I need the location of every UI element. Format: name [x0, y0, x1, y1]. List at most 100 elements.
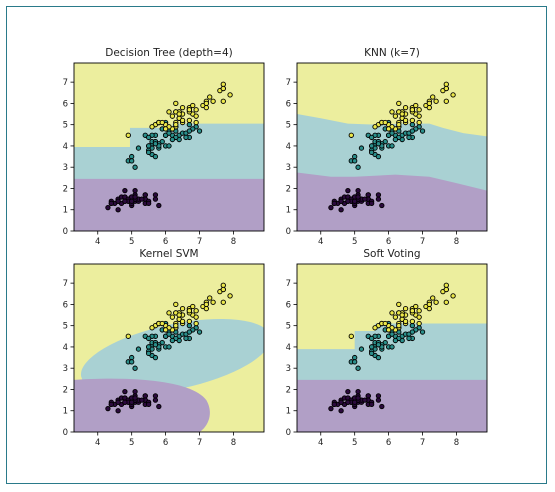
point-class-0	[115, 207, 121, 213]
point-class-0	[132, 187, 138, 194]
point-class-2	[402, 105, 409, 111]
point-class-0	[345, 388, 351, 395]
point-class-0	[152, 397, 159, 403]
point-class-2	[450, 293, 456, 299]
point-class-2	[176, 312, 182, 318]
point-class-2	[162, 327, 169, 333]
point-class-1	[392, 337, 399, 344]
point-class-1	[145, 350, 152, 356]
point-class-2	[179, 117, 186, 124]
point-class-0	[355, 194, 361, 200]
x-tick-label: 4	[318, 237, 323, 247]
point-class-2	[426, 100, 432, 107]
point-class-0	[355, 187, 361, 194]
y-tick-label: 3	[286, 163, 291, 173]
point-class-0	[328, 204, 334, 211]
point-class-2	[186, 318, 193, 325]
point-class-1	[368, 149, 375, 155]
subplot-title: Soft Voting	[363, 248, 420, 260]
point-class-1	[186, 323, 193, 329]
point-class-2	[159, 119, 165, 126]
point-class-2	[409, 308, 416, 314]
point-class-1	[129, 359, 135, 365]
point-class-0	[352, 399, 358, 405]
point-class-1	[352, 158, 358, 164]
point-class-1	[186, 122, 193, 128]
point-class-2	[179, 105, 186, 111]
axes-frame	[296, 62, 488, 232]
subplot-1: Decision Tree (depth=4) 4 5 6 7 8 0 1 2 3 4 5 6 7	[63, 47, 265, 247]
point-class-0	[365, 393, 371, 399]
point-class-0	[132, 395, 138, 401]
point-class-0	[132, 388, 138, 395]
point-class-2	[396, 301, 402, 308]
point-class-0	[115, 408, 121, 414]
x-tick-label: 7	[197, 237, 202, 247]
y-tick-label: 1	[286, 407, 291, 417]
point-class-2	[443, 98, 449, 104]
x-tick-label: 5	[129, 438, 134, 448]
y-tick-label: 4	[286, 343, 291, 353]
point-class-2	[149, 124, 155, 130]
point-class-2	[409, 107, 416, 113]
point-class-0	[142, 393, 148, 399]
point-class-2	[402, 318, 409, 325]
point-class-1	[389, 344, 395, 350]
point-class-0	[345, 187, 351, 194]
point-class-2	[220, 81, 226, 87]
point-class-0	[115, 198, 121, 204]
point-class-2	[389, 109, 395, 115]
point-class-0	[338, 399, 344, 405]
point-class-2	[193, 314, 199, 320]
x-tick-label: 7	[420, 237, 425, 247]
point-class-1	[145, 134, 152, 141]
point-class-2	[227, 293, 233, 299]
point-class-1	[132, 365, 138, 371]
point-class-1	[406, 335, 412, 342]
point-class-2	[159, 320, 165, 327]
point-class-2	[203, 105, 209, 111]
subplot-4: Soft Voting 4 5 6 7 8 0 1 2 3 4 5 6 7	[286, 248, 488, 448]
axes-frame	[73, 62, 265, 232]
x-tick-label: 4	[95, 438, 100, 448]
point-class-1	[409, 329, 416, 335]
y-tick-label: 4	[63, 343, 68, 353]
point-class-1	[392, 136, 399, 143]
point-class-2	[173, 301, 179, 308]
point-class-2	[179, 306, 186, 312]
point-class-1	[352, 354, 358, 361]
point-class-1	[196, 128, 203, 134]
point-class-2	[193, 119, 199, 126]
y-tick-label: 5	[63, 322, 68, 332]
point-class-0	[156, 202, 162, 209]
point-class-0	[355, 388, 361, 395]
y-tick-label: 1	[63, 407, 68, 417]
point-class-1	[409, 122, 416, 128]
point-class-1	[132, 164, 138, 170]
y-tick-label: 3	[63, 163, 68, 173]
point-class-2	[430, 295, 436, 301]
point-class-2	[220, 286, 226, 293]
point-class-1	[186, 329, 193, 335]
point-class-2	[443, 299, 449, 305]
data-points	[328, 81, 456, 213]
point-class-0	[152, 192, 159, 198]
y-tick-label: 2	[63, 385, 68, 395]
x-tick-label: 8	[454, 438, 459, 448]
point-class-0	[375, 397, 382, 403]
point-class-0	[122, 399, 128, 405]
point-class-2	[389, 310, 395, 316]
point-class-2	[162, 126, 169, 132]
point-class-2	[396, 323, 402, 329]
point-class-1	[368, 350, 375, 356]
point-class-1	[358, 346, 365, 352]
x-tick-label: 8	[454, 237, 459, 247]
x-tick-label: 6	[386, 438, 391, 448]
point-class-0	[152, 196, 159, 202]
point-class-2	[416, 320, 422, 327]
point-class-2	[348, 333, 354, 339]
point-class-2	[416, 314, 422, 320]
point-class-2	[450, 92, 456, 98]
point-class-1	[368, 335, 375, 342]
point-class-0	[142, 192, 148, 198]
